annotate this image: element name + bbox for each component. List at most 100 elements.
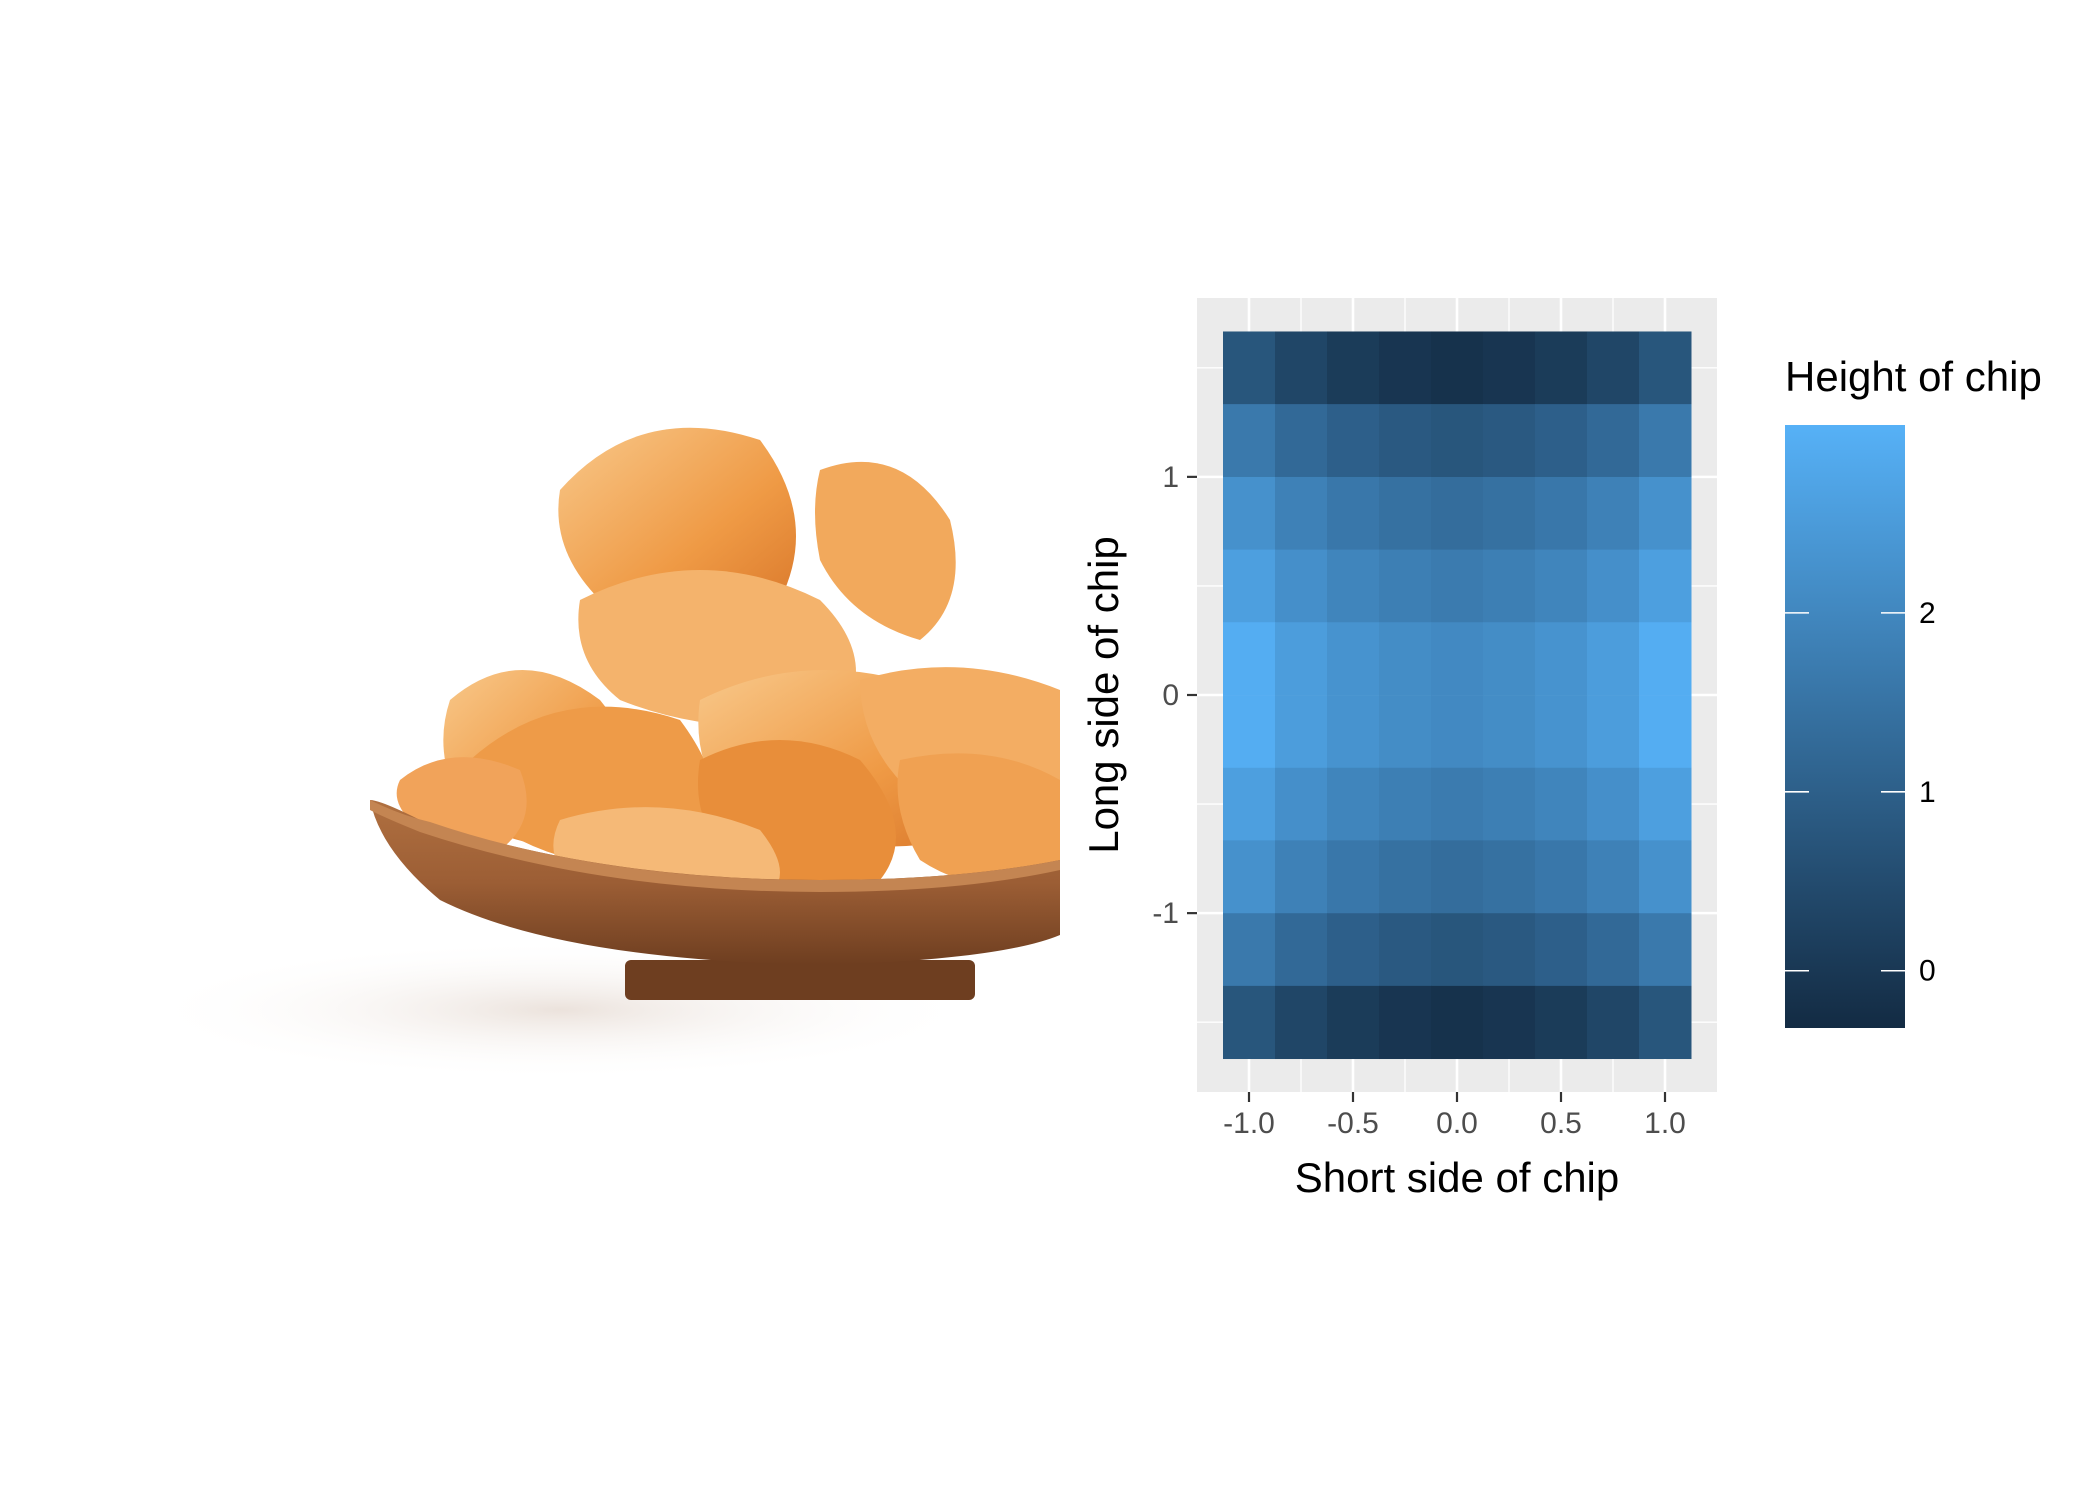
legend-colorbar <box>1785 425 1905 1028</box>
heatmap-tile <box>1275 985 1328 1060</box>
heatmap-tile <box>1327 913 1380 987</box>
heatmap-tile <box>1275 404 1328 478</box>
legend-tick-label: 0 <box>1919 955 1936 988</box>
heatmap-tile <box>1431 549 1484 623</box>
heatmap-tile <box>1275 331 1328 405</box>
heatmap-tile <box>1587 985 1640 1060</box>
heatmap-tile <box>1275 549 1328 623</box>
heatmap-tile <box>1639 767 1692 841</box>
heatmap-tile <box>1223 913 1276 987</box>
heatmap-tile <box>1275 476 1328 551</box>
heatmap-tile <box>1275 695 1328 769</box>
heatmap-tile <box>1275 622 1328 696</box>
heatmap-tile <box>1535 695 1588 769</box>
heatmap-tile <box>1275 767 1328 841</box>
chip-pile <box>396 427 1060 904</box>
heatmap-tile <box>1587 549 1640 623</box>
heatmap-tile <box>1639 695 1692 769</box>
legend-tick-label: 1 <box>1919 776 1936 809</box>
heatmap-tile <box>1431 404 1484 478</box>
color-legend: Height of chip 2 1 0 <box>1785 353 2042 1028</box>
heatmap-tile <box>1223 622 1276 696</box>
heatmap-tile <box>1327 767 1380 841</box>
heatmap-tile <box>1483 767 1536 841</box>
heatmap-tile <box>1379 913 1432 987</box>
heatmap-tile <box>1535 549 1588 623</box>
heatmap-tile <box>1483 404 1536 478</box>
heatmap-tile <box>1535 331 1588 405</box>
heatmap-tile <box>1223 331 1276 405</box>
chips-photo-illustration <box>140 427 1060 1080</box>
heatmap-tile <box>1223 476 1276 551</box>
heatmap-tile <box>1639 840 1692 914</box>
heatmap-tile <box>1483 476 1536 551</box>
heatmap-tile <box>1639 913 1692 987</box>
heatmap-tile <box>1483 913 1536 987</box>
bowl-rim <box>370 800 1060 892</box>
heatmap-tile <box>1431 840 1484 914</box>
heatmap-tile <box>1483 622 1536 696</box>
heatmap-tile <box>1587 404 1640 478</box>
legend-title: Height of chip <box>1785 353 2042 400</box>
heatmap-tile <box>1535 767 1588 841</box>
heatmap-tile <box>1223 985 1276 1060</box>
heatmap-tile <box>1327 695 1380 769</box>
heatmap-tile <box>1535 622 1588 696</box>
heatmap-tile <box>1275 913 1328 987</box>
chip <box>558 427 796 620</box>
legend-ticks: 2 1 0 <box>1785 597 1936 988</box>
heatmap-tile <box>1639 404 1692 478</box>
heatmap-tile <box>1327 476 1380 551</box>
heatmap-tile <box>1639 549 1692 623</box>
heatmap-tile <box>1535 985 1588 1060</box>
heatmap-tile <box>1327 549 1380 623</box>
heatmap-tile <box>1431 913 1484 987</box>
heatmap-tile <box>1639 331 1692 405</box>
heatmap-tile <box>1379 695 1432 769</box>
y-tick-label: -1 <box>1152 897 1179 930</box>
heatmap-tile <box>1483 695 1536 769</box>
heatmap-tile <box>1431 622 1484 696</box>
heatmap-tile <box>1483 549 1536 623</box>
chips-photo <box>140 427 1060 1080</box>
chip <box>815 461 956 640</box>
heatmap-tile <box>1535 840 1588 914</box>
heatmap-tile <box>1223 549 1276 623</box>
heatmap-tile <box>1223 404 1276 478</box>
heatmap-tile <box>1587 695 1640 769</box>
heatmap-tile <box>1535 476 1588 551</box>
heatmap-tile <box>1327 622 1380 696</box>
heatmap-tile <box>1379 404 1432 478</box>
heatmap-tile <box>1379 549 1432 623</box>
x-tick-label: 0.5 <box>1540 1107 1582 1140</box>
heatmap-tile <box>1379 767 1432 841</box>
heatmap-tile <box>1431 985 1484 1060</box>
heatmap-tile <box>1379 476 1432 551</box>
heatmap-tile <box>1587 622 1640 696</box>
x-axis: -1.0 -0.5 0.0 0.5 1.0 <box>1223 1092 1686 1140</box>
heatmap-tile <box>1275 840 1328 914</box>
heatmap-tile <box>1327 840 1380 914</box>
heatmap-tile <box>1535 404 1588 478</box>
heatmap-tile <box>1587 331 1640 405</box>
legend-tick-label: 2 <box>1919 597 1936 630</box>
heatmap-tile <box>1379 331 1432 405</box>
heatmap-tile <box>1483 840 1536 914</box>
heatmap-tile <box>1379 840 1432 914</box>
heatmap-tile <box>1639 476 1692 551</box>
heatmap-tile <box>1223 695 1276 769</box>
heatmap-tile <box>1587 840 1640 914</box>
heatmap-tile <box>1431 767 1484 841</box>
heatmap-tile <box>1587 913 1640 987</box>
heatmap-tile <box>1431 476 1484 551</box>
heatmap-tile <box>1431 331 1484 405</box>
heatmap-tile <box>1587 476 1640 551</box>
heatmap-tile <box>1379 985 1432 1060</box>
x-tick-label: -0.5 <box>1327 1107 1379 1140</box>
y-axis: 1 0 -1 <box>1152 461 1197 930</box>
heatmap-tile <box>1639 985 1692 1060</box>
y-tick-label: 0 <box>1162 679 1179 712</box>
chip <box>897 753 1060 887</box>
heatmap-tile <box>1431 695 1484 769</box>
